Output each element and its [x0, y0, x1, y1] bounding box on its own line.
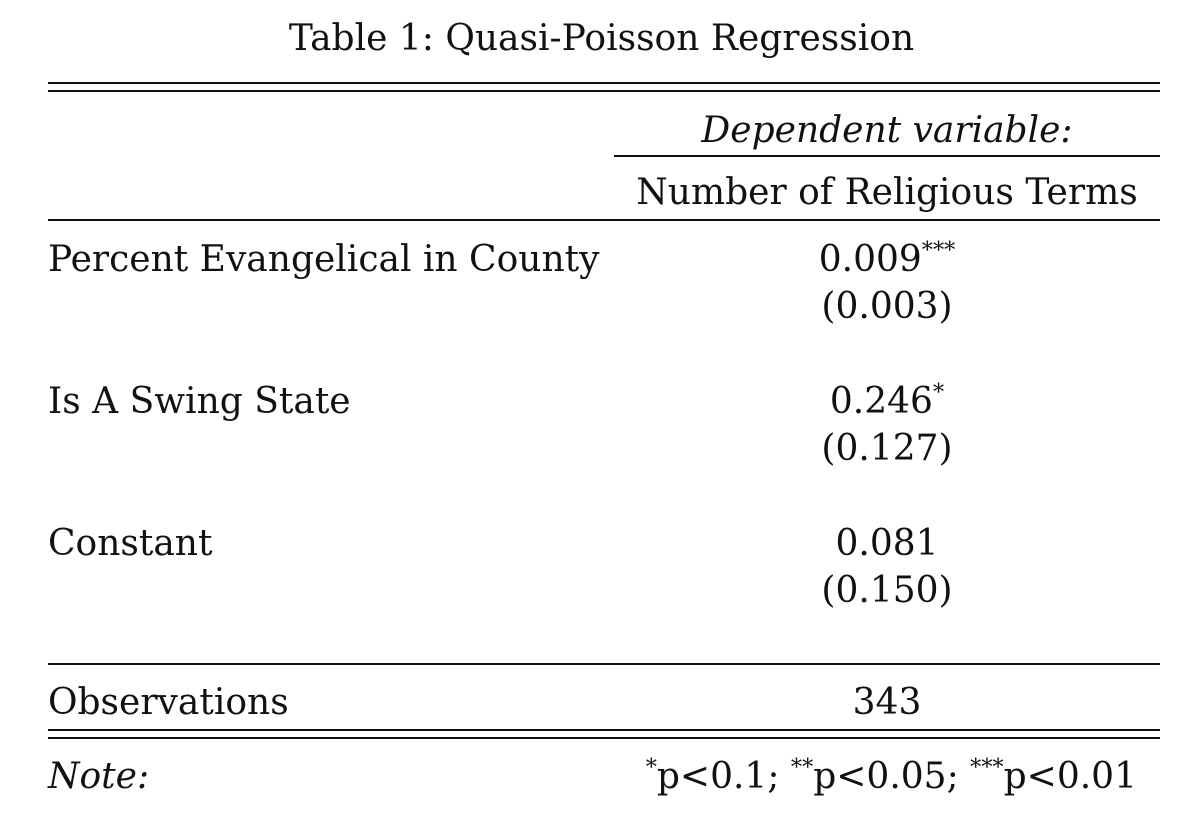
dependent-variable-name: Number of Religious Terms	[636, 172, 1138, 213]
significance-note: *p<0.1; **p<0.05; ***p<0.01	[646, 756, 1137, 797]
significance-stars: *	[932, 379, 945, 406]
bottom-rule-second	[48, 737, 1160, 739]
coefficient-value: 0.009	[818, 239, 922, 280]
body-bottom-rule	[48, 663, 1160, 665]
top-rule-second	[48, 90, 1160, 92]
row-coefficient: 0.009***	[614, 239, 1160, 280]
bottom-rule	[48, 729, 1160, 731]
note-p-1: p<0.1;	[656, 756, 791, 797]
significance-stars: ***	[921, 237, 956, 264]
row-label: Is A Swing State	[48, 381, 351, 422]
row-coefficient: 0.081	[614, 523, 1160, 564]
dependent-variable-rule	[614, 155, 1160, 157]
row-coefficient: 0.246*	[614, 381, 1160, 422]
row-standard-error: (0.150)	[821, 570, 953, 611]
note-p-3: p<0.01	[1003, 756, 1137, 797]
note-star-2: **	[790, 754, 814, 781]
header-rule	[48, 219, 1160, 221]
coefficient-value: 0.081	[835, 523, 939, 564]
note-label: Note:	[48, 756, 150, 797]
observations-value: 343	[852, 682, 922, 723]
dependent-variable-header: Dependent variable:	[701, 110, 1073, 151]
row-standard-error: (0.003)	[821, 286, 953, 327]
row-label: Constant	[48, 523, 213, 564]
coefficient-value: 0.246	[829, 381, 933, 422]
top-rule	[48, 82, 1160, 84]
row-standard-error: (0.127)	[821, 428, 953, 469]
note-p-2: p<0.05;	[813, 756, 971, 797]
table-title: Table 1: Quasi-Poisson Regression	[288, 18, 915, 59]
note-star-3: ***	[970, 754, 1004, 781]
row-label: Percent Evangelical in County	[48, 239, 600, 280]
observations-label: Observations	[48, 682, 289, 723]
note-star-1: *	[645, 754, 657, 781]
